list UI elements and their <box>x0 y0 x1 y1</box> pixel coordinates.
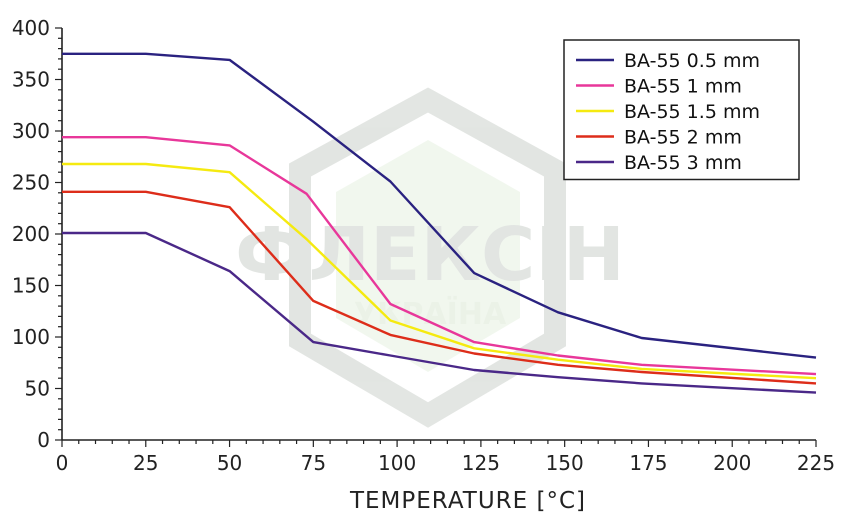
y-tick-label: 100 <box>12 325 50 349</box>
x-tick-label: 225 <box>797 451 835 475</box>
series-line-4 <box>62 190 817 385</box>
y-tick-label: 0 <box>37 428 50 452</box>
y-tick-label: 150 <box>12 274 50 298</box>
x-tick-label: 25 <box>133 451 158 475</box>
x-tick-label: 175 <box>629 451 667 475</box>
y-tick-label: 400 <box>12 16 50 40</box>
legend-label: BA-55 2 mm <box>624 127 742 149</box>
legend-label: BA-55 1.5 mm <box>624 101 760 123</box>
series-line-5 <box>62 231 817 394</box>
series-line-3 <box>62 162 817 380</box>
legend-box <box>563 39 800 181</box>
series-line-2 <box>62 135 817 376</box>
y-tick-label: 200 <box>12 222 50 246</box>
x-tick-label: 50 <box>217 451 242 475</box>
series-layer <box>62 52 817 394</box>
legend-label: BA-55 0.5 mm <box>624 50 760 72</box>
x-tick-label: 150 <box>546 451 584 475</box>
y-tick-label: 250 <box>12 171 50 195</box>
x-tick-label: 125 <box>462 451 500 475</box>
watermark-hexagon-icon <box>289 87 566 428</box>
x-tick-label: 100 <box>378 451 416 475</box>
x-tick-label: 0 <box>56 451 69 475</box>
watermark-line2: УКРАЇНА <box>354 296 507 332</box>
series-line-1 <box>62 52 817 359</box>
legend-label: BA-55 1 mm <box>624 76 742 98</box>
x-tick-label: 200 <box>713 451 751 475</box>
x-axis-title: TEMPERATURE [°C] <box>349 488 586 514</box>
y-tick-label: 350 <box>12 68 50 92</box>
y-tick-label: 50 <box>25 377 50 401</box>
y-tick-label: 300 <box>12 119 50 143</box>
axes: 0 50 100 150 200 250 300 350 400 0 25 50 75 100 125 150… <box>12 16 835 475</box>
legend: BA-55 0.5 mm BA-55 1 mm BA-55 1.5 mm BA-55 … <box>563 39 800 181</box>
legend-label: BA-55 3 mm <box>624 152 742 174</box>
x-tick-label: 75 <box>301 451 326 475</box>
